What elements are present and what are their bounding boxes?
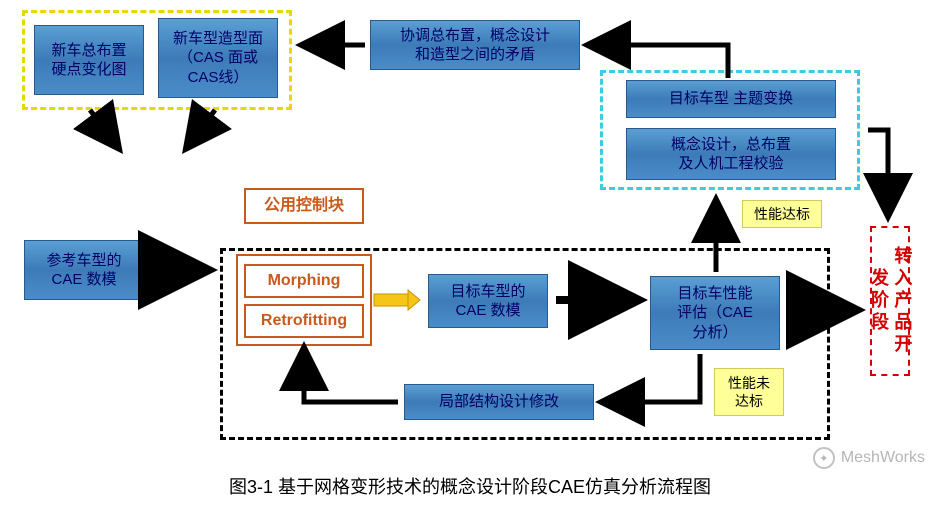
arrow-inputs-down-right — [185, 110, 215, 150]
arrow-eval-down-redesign — [600, 354, 700, 402]
arrow-morph-to-target — [374, 294, 408, 306]
arrow-theme-to-coord — [586, 45, 728, 78]
watermark-text: MeshWorks — [841, 449, 925, 467]
arrow-inputs-down-left — [90, 110, 120, 150]
arrow-redesign-back — [304, 346, 398, 402]
figure-caption: 图3-1 基于网格变形技术的概念设计阶段CAE仿真分析流程图 — [140, 473, 800, 499]
arrow-concept-down-right — [868, 130, 888, 218]
wechat-icon: ✦ — [813, 447, 835, 469]
arrows-layer — [0, 0, 935, 509]
watermark: ✦ MeshWorks — [813, 447, 925, 469]
